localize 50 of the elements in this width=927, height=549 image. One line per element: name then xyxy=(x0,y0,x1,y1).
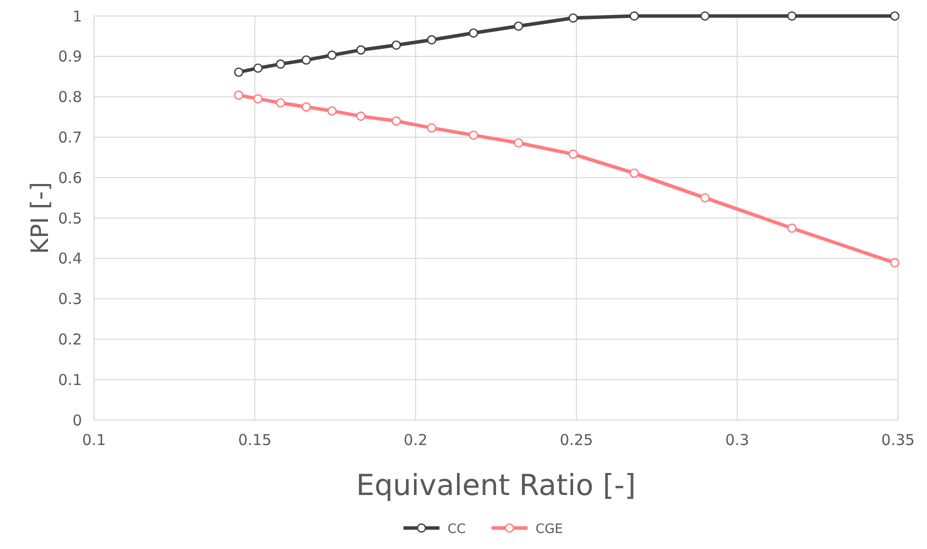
point xyxy=(468,28,478,38)
point xyxy=(356,45,366,55)
y-tick-label: 1 xyxy=(72,7,82,26)
point xyxy=(700,193,710,202)
point xyxy=(514,21,524,31)
legend-label: CC xyxy=(448,522,466,537)
point xyxy=(890,258,900,268)
point xyxy=(302,55,311,65)
point xyxy=(787,11,797,21)
y-tick-label: 0.8 xyxy=(58,88,82,106)
y-tick-label: 0.2 xyxy=(58,330,82,348)
x-axis-title: Equivalent Ratio [-] xyxy=(356,468,636,502)
x-tick-label: 0.3 xyxy=(725,431,750,449)
point xyxy=(514,138,524,148)
point xyxy=(787,223,797,233)
point xyxy=(327,50,337,60)
point xyxy=(630,168,639,178)
point xyxy=(392,116,401,126)
point xyxy=(568,13,578,23)
y-tick-label: 0.3 xyxy=(58,290,82,308)
x-tick-label: 0.2 xyxy=(404,431,428,449)
y-tick-label: 0 xyxy=(72,411,82,430)
y-tick-label: 0.4 xyxy=(58,250,82,268)
point xyxy=(234,68,244,77)
point xyxy=(276,98,286,108)
point xyxy=(392,40,401,50)
point xyxy=(890,11,900,21)
y-axis-title: KPI [-] xyxy=(26,182,54,254)
y-tick-label: 0.1 xyxy=(58,370,82,389)
point xyxy=(327,106,337,116)
y-tick-label: 0.7 xyxy=(58,128,82,146)
x-tick-label: 0.35 xyxy=(881,431,915,449)
point xyxy=(253,94,263,104)
point xyxy=(700,11,710,21)
point xyxy=(234,90,244,100)
point xyxy=(356,112,366,121)
x-tick-label: 0.15 xyxy=(238,431,272,449)
y-tick-label: 0.9 xyxy=(58,48,82,66)
point xyxy=(630,11,639,21)
point xyxy=(468,130,478,140)
point xyxy=(427,35,436,44)
y-tick-label: 0.5 xyxy=(58,209,82,228)
x-tick-label: 0.25 xyxy=(560,431,594,449)
point xyxy=(568,150,578,159)
legend-label: CGE xyxy=(536,522,563,537)
y-tick-label: 0.6 xyxy=(58,168,82,187)
point xyxy=(276,59,286,69)
point xyxy=(253,63,263,73)
point xyxy=(302,102,311,112)
point xyxy=(427,123,436,133)
